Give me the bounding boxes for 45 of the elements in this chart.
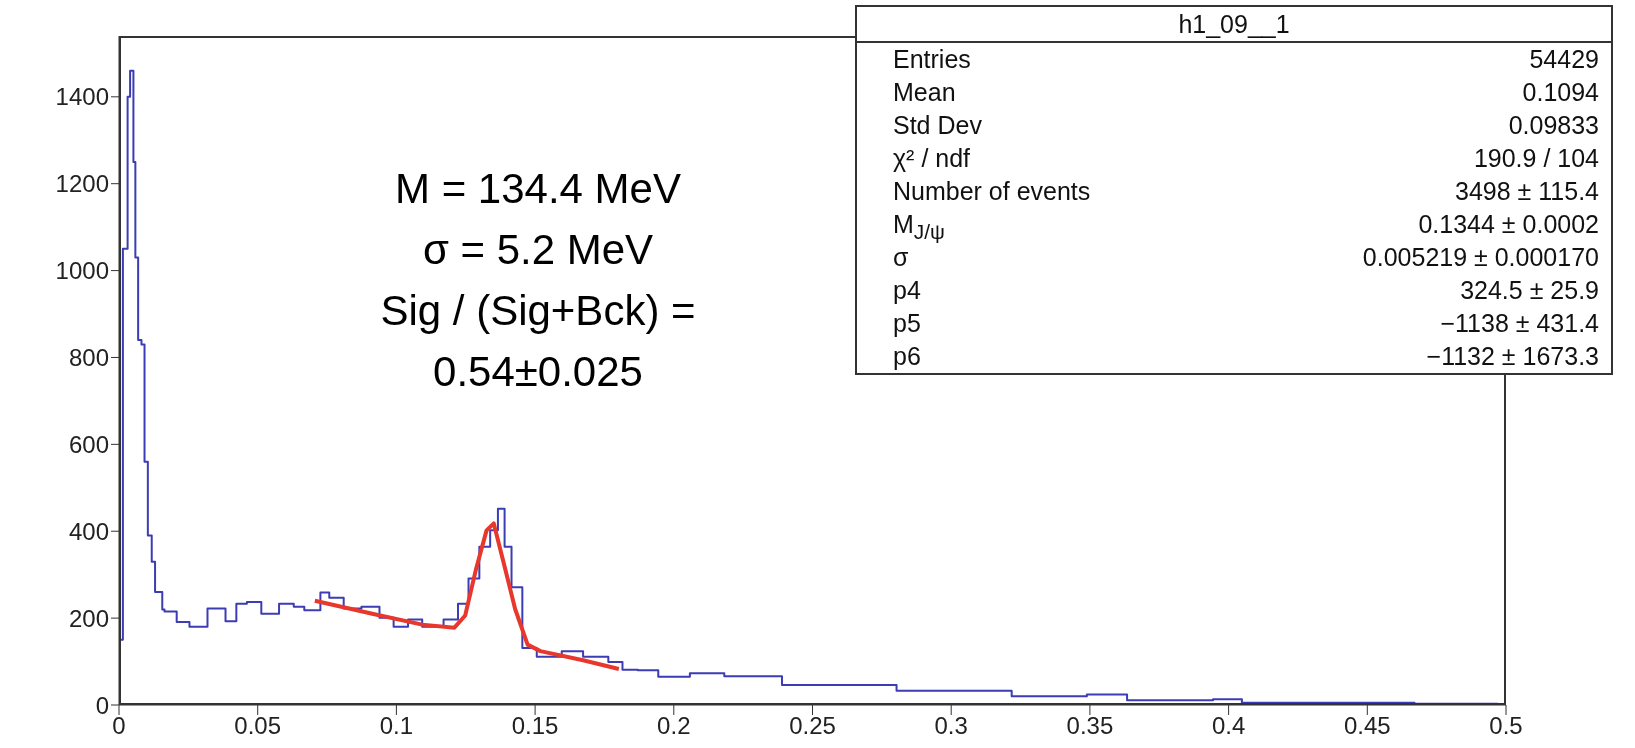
annotation: 0.1344 ± 0.0002 [1418,209,1599,240]
annotation: Std Dev [893,110,982,141]
x-tick-label: 0.3 [934,712,968,740]
text: 54429 [1529,44,1599,75]
annotation: −1138 ± 431.4 [1440,308,1599,339]
annotation: Entries [893,44,971,75]
y-tick-label: 400 [68,517,109,545]
annotation: 324.5 ± 25.9 [1460,275,1599,306]
annotation: Mean [893,77,956,108]
annotation: χ² / ndf [893,143,971,174]
y-tick-label: 1200 [55,170,109,198]
annotation: p5 [893,308,921,339]
annotation: σ [893,242,909,273]
x-tick-label: 0.4 [1211,712,1246,740]
annotation: 3498 ± 115.4 [1455,176,1599,207]
text: 0.09833 [1508,110,1599,141]
annotation: 0.005219 ± 0.000170 [1362,242,1599,273]
y-tick-label: 200 [68,604,109,632]
x-tick-label: 0.35 [1066,712,1114,740]
annotation: 190.9 / 104 [1473,143,1599,174]
x-tick-label: 0 [112,712,126,740]
x-tick-label: 0.2 [657,712,691,740]
text: 0.1094 [1522,77,1599,108]
y-tick-label: 1000 [55,257,109,285]
x-tick-label: 0.5 [1489,712,1523,740]
annotation: Number of events [893,176,1091,207]
annotation: M$_{J/ψ}$ [893,209,945,243]
annotation: h1_09__1 [857,7,1611,43]
x-tick-label: 0.45 [1343,712,1391,740]
annotation: p4 [893,275,921,306]
annotation: Sig / (Sig+Bck) = [379,286,697,336]
y-tick-label: 0 [95,691,109,719]
y-tick-label: 800 [68,343,109,371]
annotation: 0.54±0.025 [432,347,644,397]
y-tick-label: 1400 [55,83,109,111]
annotation: M = 134.4 MeV [394,164,682,214]
x-tick-label: 0.25 [789,712,836,740]
line-series [312,521,621,671]
annotation: σ = 5.2 MeV [421,225,655,275]
annotation: −1132 ± 1673.3 [1426,341,1599,372]
y-tick-label: 600 [68,430,109,458]
annotation: p6 [893,341,921,372]
x-tick-label: 0.1 [379,712,414,740]
x-tick-label: 0.05 [234,712,282,740]
x-tick-label: 0.15 [511,712,559,740]
